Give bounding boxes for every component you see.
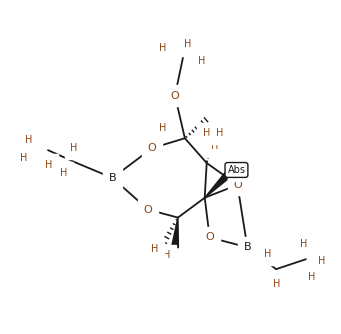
Text: O: O xyxy=(144,205,152,215)
Polygon shape xyxy=(172,217,178,248)
Text: H: H xyxy=(308,272,315,282)
Text: H: H xyxy=(300,239,308,249)
Text: H: H xyxy=(203,128,210,138)
Text: H: H xyxy=(19,153,27,163)
Text: H: H xyxy=(264,249,271,259)
Text: O: O xyxy=(205,232,214,242)
Text: H: H xyxy=(184,39,192,49)
Text: H: H xyxy=(45,160,53,170)
Text: H: H xyxy=(198,56,205,66)
Text: H: H xyxy=(151,244,159,254)
Text: H: H xyxy=(70,143,77,153)
Polygon shape xyxy=(205,172,230,198)
Text: O: O xyxy=(170,91,179,101)
Text: H: H xyxy=(273,279,281,289)
Text: H: H xyxy=(60,168,68,178)
Text: H: H xyxy=(163,250,171,260)
Text: O: O xyxy=(148,143,157,153)
Text: H: H xyxy=(211,141,218,151)
Text: H: H xyxy=(159,43,167,53)
Text: Abs: Abs xyxy=(227,165,246,175)
Text: H: H xyxy=(216,128,223,138)
Text: H: H xyxy=(26,135,33,145)
Text: H: H xyxy=(159,123,167,133)
Text: O: O xyxy=(233,180,242,190)
Text: B: B xyxy=(109,173,116,183)
Text: H: H xyxy=(318,256,325,266)
Text: B: B xyxy=(243,242,251,252)
Text: H: H xyxy=(234,165,241,175)
